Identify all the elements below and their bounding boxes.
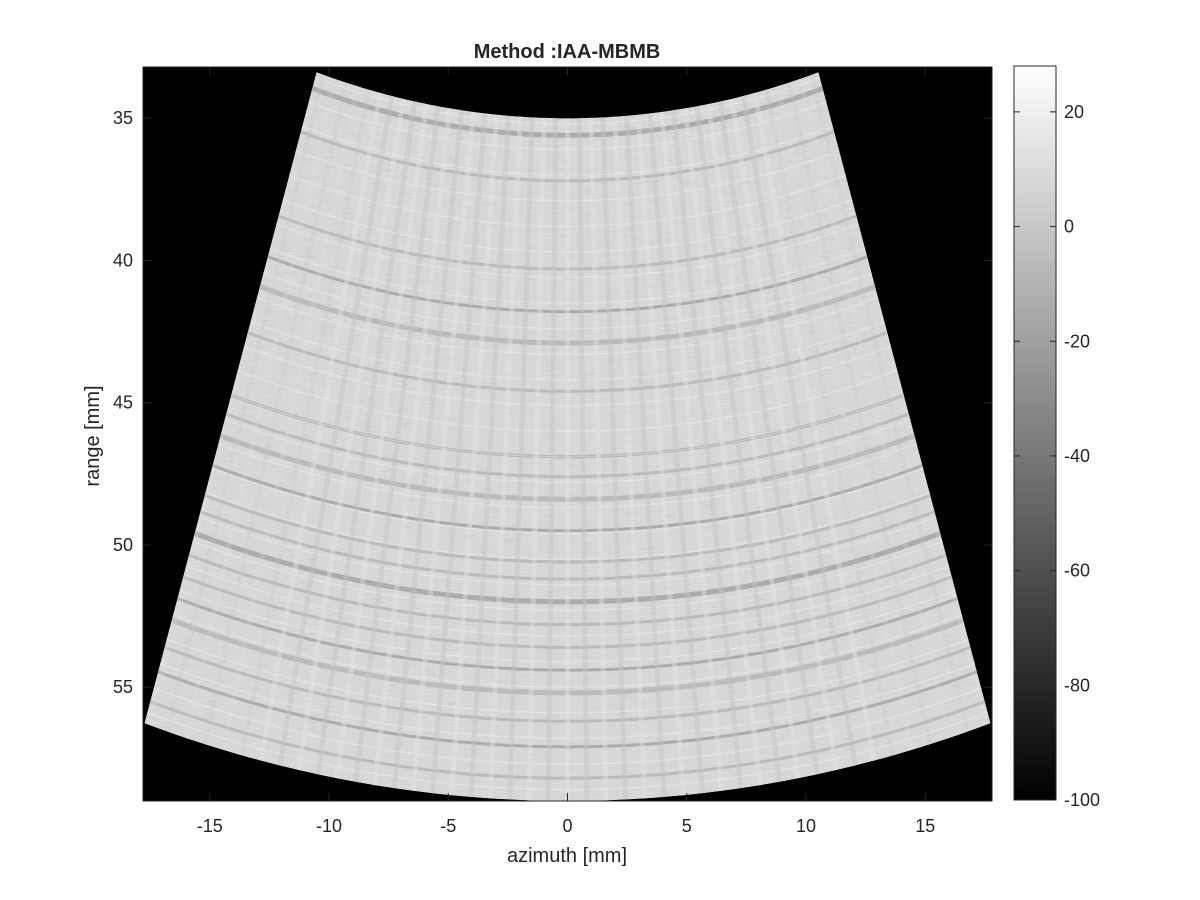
y-axis-label: range [mm] [82,385,104,486]
image-sector [144,72,991,802]
colorbar-gradient [1013,65,1057,801]
colorbar-tick-label: 20 [1064,102,1084,122]
y-tick-label: 50 [113,535,133,555]
y-tick-label: 35 [113,108,133,128]
x-tick-label: 10 [796,816,816,836]
x-tick-label: -10 [316,816,342,836]
speckle-texture [144,72,991,802]
colorbar-tick-label: -100 [1064,790,1100,810]
x-axis-ticks: -15 -10 -5 0 5 10 15 [197,67,935,836]
x-tick-label: 0 [562,816,572,836]
plot-area: -15 -10 -5 0 5 10 15 35 40 45 50 55 [113,66,993,836]
y-tick-label: 55 [113,677,133,697]
x-tick-label: 5 [682,816,692,836]
colorbar-tick-label: 0 [1064,217,1074,237]
y-axis-ticks: 35 40 45 50 55 [113,108,992,697]
colorbar-tick-label: -40 [1064,446,1090,466]
x-tick-label: 15 [915,816,935,836]
y-tick-label: 40 [113,250,133,270]
colorbar: 20 0 -20 -40 -60 -80 -100 [1013,65,1100,810]
chart-title: Method :IAA-MBMB [474,41,661,63]
x-axis-label: azimuth [mm] [507,845,627,867]
colorbar-ticks: 20 0 -20 -40 -60 -80 -100 [1014,102,1100,810]
x-tick-label: -5 [440,816,456,836]
colorbar-tick-label: -80 [1064,675,1090,695]
colorbar-tick-label: -20 [1064,331,1090,351]
x-tick-label: -15 [197,816,223,836]
y-tick-label: 45 [113,393,133,413]
colorbar-tick-label: -60 [1064,561,1090,581]
